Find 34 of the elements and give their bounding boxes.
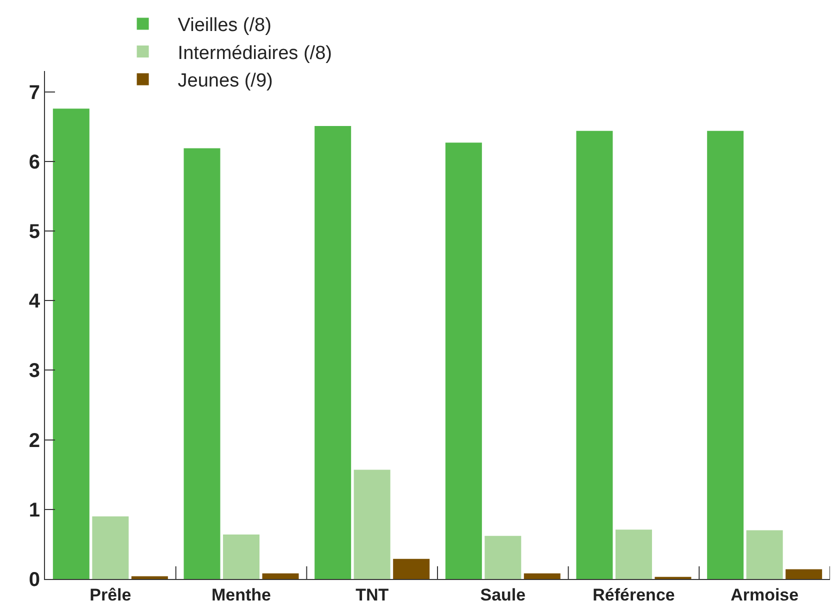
bar [576, 130, 613, 579]
bar [524, 573, 560, 579]
y-tick-label: 4 [28, 290, 41, 313]
bar [262, 573, 299, 579]
bar [445, 142, 482, 579]
x-tick-label: TNT [356, 585, 390, 604]
x-tick-label: Armoise [730, 585, 799, 604]
bar [393, 558, 430, 579]
legend-label: Jeunes (/9) [178, 70, 273, 92]
x-tick-label: Référence [592, 585, 675, 604]
y-tick-label: 2 [28, 430, 40, 452]
x-tick-label: Saule [480, 585, 526, 604]
x-tick-label: Menthe [212, 585, 271, 604]
bar [484, 536, 522, 579]
bar [616, 530, 652, 579]
legend-label: Intermédiaires (/8) [178, 42, 332, 64]
bar [92, 516, 129, 579]
bar [786, 569, 822, 579]
bar [314, 126, 352, 579]
legend-label: Vieilles (/8) [178, 15, 272, 36]
y-tick-label: 6 [28, 151, 40, 174]
y-tick-label: 0 [28, 569, 40, 591]
bar [184, 148, 220, 579]
bar [354, 470, 390, 579]
bar [52, 108, 90, 579]
bar [131, 576, 168, 579]
x-tick-label: Prêle [90, 585, 132, 604]
bar [707, 130, 744, 579]
y-tick-label: 5 [28, 221, 40, 244]
y-tick-label: 1 [28, 499, 40, 522]
y-tick-label: 7 [28, 82, 40, 104]
bar [746, 530, 783, 579]
bar [223, 534, 260, 579]
y-tick-label: 3 [28, 360, 40, 382]
